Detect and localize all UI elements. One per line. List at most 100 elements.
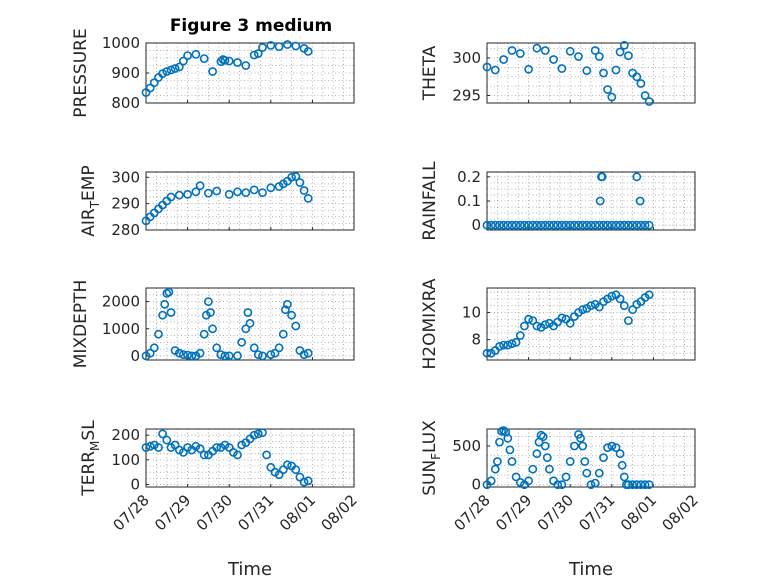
data-point — [511, 220, 521, 230]
data-point — [545, 220, 554, 230]
data-point — [590, 46, 600, 55]
data-point — [603, 443, 612, 452]
data-point — [233, 450, 242, 460]
data-point — [536, 220, 546, 230]
data-point — [597, 172, 607, 182]
data-point — [582, 220, 592, 230]
data-point — [549, 220, 558, 230]
axes-box — [486, 42, 696, 104]
data-point — [170, 440, 180, 450]
data-point — [570, 220, 579, 230]
axes-box — [145, 428, 355, 488]
data-point — [532, 220, 542, 230]
data-point — [615, 449, 625, 459]
data-point — [291, 41, 301, 51]
data-point — [636, 79, 646, 88]
data-point — [511, 472, 521, 482]
subplot-air-temp: 280 290 300 AIRTEMP — [79, 165, 355, 239]
y-tick-label: 500 — [452, 437, 481, 455]
data-point — [495, 220, 504, 230]
x-tick-label: 08/01 — [276, 491, 319, 534]
data-point — [594, 220, 604, 230]
data-point — [208, 324, 217, 334]
data-point — [594, 302, 604, 312]
data-point — [303, 193, 313, 203]
data-point — [640, 91, 650, 100]
data-point — [174, 190, 184, 200]
data-point — [607, 220, 617, 230]
data-point — [149, 343, 159, 353]
data-point — [636, 480, 646, 490]
data-point — [578, 305, 588, 315]
data-point — [266, 183, 276, 193]
data-point — [574, 220, 583, 230]
data-point — [578, 441, 588, 451]
data-point — [640, 480, 650, 490]
data-point — [520, 321, 529, 331]
data-point — [212, 443, 222, 452]
subplot-pressure: 800 900 1000 PRESSURE — [71, 28, 355, 118]
data-point — [574, 52, 583, 61]
data-point — [241, 188, 251, 197]
data-point — [183, 51, 192, 60]
data-point — [145, 348, 155, 358]
y-tick-label: 1000 — [102, 320, 140, 338]
y-axis-label: TERRMSL — [79, 420, 102, 497]
data-point — [162, 67, 172, 76]
y-axis-label: SUNFLUX — [420, 420, 443, 496]
data-point — [299, 186, 309, 195]
data-point — [624, 51, 633, 61]
data-point — [299, 477, 309, 487]
data-point — [607, 291, 617, 301]
data-point — [619, 472, 629, 482]
data-point — [524, 314, 533, 324]
subplot-mixdepth: 0 1000 2000 MIXDEPTH — [71, 280, 355, 369]
data-series — [482, 172, 654, 230]
data-point — [224, 189, 234, 199]
data-point — [233, 351, 242, 361]
subplot-rainfall: 0 0.1 0.2 RAINFALL — [420, 161, 696, 241]
data-point — [490, 65, 500, 75]
data-point — [507, 46, 517, 55]
data-point — [299, 350, 309, 359]
data-point — [542, 453, 552, 462]
data-point — [499, 340, 508, 350]
data-point — [615, 294, 625, 304]
x-tick-label: 07/28 — [110, 491, 153, 534]
data-point — [528, 220, 538, 230]
data-point — [549, 55, 558, 64]
data-point — [515, 331, 525, 340]
x-tick-label: 07/31 — [575, 491, 618, 534]
data-point — [160, 299, 170, 309]
data-point — [166, 308, 176, 317]
data-point — [278, 329, 288, 339]
data-point — [561, 220, 571, 230]
data-point — [178, 350, 188, 359]
y-tick-label: 0 — [130, 347, 140, 365]
data-point — [490, 464, 500, 474]
data-point — [220, 351, 230, 361]
data-series — [141, 287, 313, 361]
data-point — [482, 220, 492, 230]
x-axis-label: Time — [568, 559, 613, 580]
data-point — [505, 445, 515, 455]
y-tick-label: 0 — [471, 216, 481, 234]
data-point — [557, 313, 567, 323]
data-point — [141, 443, 151, 452]
axes-box — [486, 287, 696, 361]
data-point — [599, 220, 608, 230]
data-point — [586, 301, 596, 311]
data-point — [607, 92, 617, 102]
y-axis-label: MIXDEPTH — [71, 280, 91, 369]
data-point — [303, 348, 313, 358]
data-point — [274, 470, 284, 480]
data-point — [224, 56, 234, 66]
axes-box — [486, 428, 696, 488]
data-point — [615, 47, 625, 57]
data-point — [158, 429, 167, 439]
data-point — [640, 220, 650, 230]
figure-title: Figure 3 medium — [170, 16, 332, 36]
y-tick-label: 8 — [471, 331, 481, 349]
data-point — [603, 220, 612, 230]
